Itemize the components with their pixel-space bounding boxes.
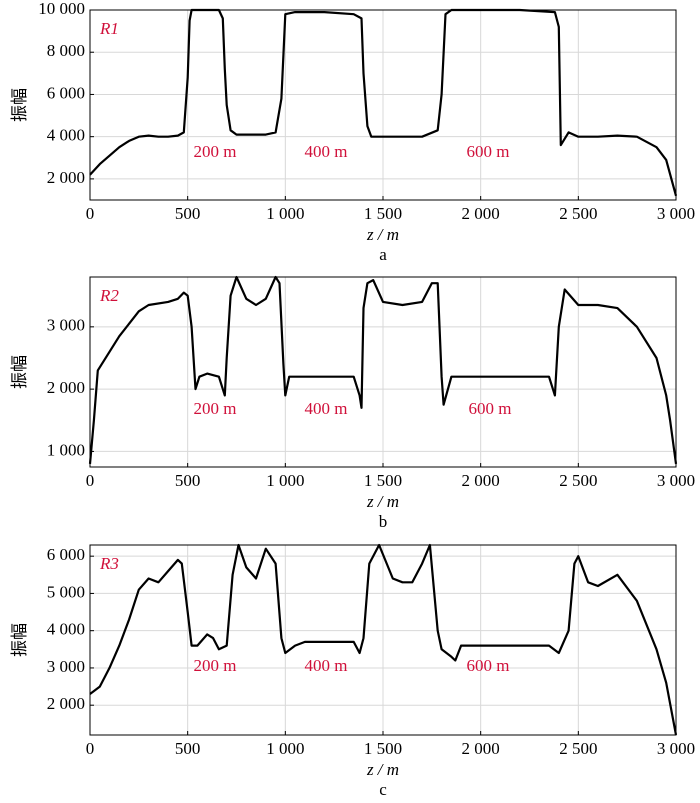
y-tick-label: 3 000 bbox=[47, 657, 85, 676]
series-label: R3 bbox=[99, 554, 119, 573]
plot-frame bbox=[89, 9, 677, 201]
x-axis-label: z / m bbox=[366, 492, 399, 511]
x-tick-label: 2 000 bbox=[462, 204, 500, 223]
x-tick-label: 2 000 bbox=[462, 471, 500, 490]
panel-caption: c bbox=[379, 780, 387, 799]
y-tick-label: 5 000 bbox=[47, 582, 85, 601]
y-tick-label: 1 000 bbox=[47, 440, 85, 459]
x-tick-label: 1 000 bbox=[266, 204, 304, 223]
panel-caption: a bbox=[379, 245, 387, 264]
annotation: 600 m bbox=[467, 656, 510, 675]
y-axis-label: 振幅 bbox=[10, 623, 30, 657]
y-tick-label: 10 000 bbox=[38, 0, 85, 18]
y-axis-label: 振幅 bbox=[10, 355, 30, 389]
x-tick-label: 1 000 bbox=[266, 739, 304, 758]
y-tick-label: 4 000 bbox=[47, 620, 85, 639]
y-tick-label: 8 000 bbox=[47, 41, 85, 60]
annotation: 400 m bbox=[305, 399, 348, 418]
x-tick-label: 1 500 bbox=[364, 471, 402, 490]
annotation: 400 m bbox=[305, 656, 348, 675]
series-label: R1 bbox=[99, 19, 119, 38]
x-axis-label: z / m bbox=[366, 225, 399, 244]
x-tick-label: 1 000 bbox=[266, 471, 304, 490]
annotation: 200 m bbox=[194, 656, 237, 675]
data-line bbox=[89, 8, 678, 197]
x-tick-label: 0 bbox=[86, 471, 95, 490]
x-tick-label: 3 000 bbox=[657, 739, 695, 758]
x-tick-label: 1 500 bbox=[364, 204, 402, 223]
data-line bbox=[88, 275, 678, 465]
x-tick-label: 2 000 bbox=[462, 739, 500, 758]
x-tick-label: 0 bbox=[86, 204, 95, 223]
annotation: 200 m bbox=[194, 142, 237, 161]
x-tick-label: 3 000 bbox=[657, 204, 695, 223]
y-axis-label: 振幅 bbox=[10, 88, 30, 122]
x-tick-label: 2 500 bbox=[559, 204, 597, 223]
annotation: 200 m bbox=[194, 399, 237, 418]
x-tick-label: 500 bbox=[175, 471, 201, 490]
x-tick-label: 0 bbox=[86, 739, 95, 758]
x-tick-label: 2 500 bbox=[559, 739, 597, 758]
annotation: 600 m bbox=[467, 142, 510, 161]
plot-frame bbox=[89, 544, 677, 736]
x-tick-label: 500 bbox=[175, 204, 201, 223]
x-axis-label: z / m bbox=[366, 760, 399, 779]
x-tick-label: 500 bbox=[175, 739, 201, 758]
plot-frame bbox=[89, 276, 677, 468]
annotation: 600 m bbox=[469, 399, 512, 418]
data-line bbox=[89, 543, 678, 736]
y-tick-label: 6 000 bbox=[47, 545, 85, 564]
x-tick-label: 3 000 bbox=[657, 471, 695, 490]
x-tick-label: 1 500 bbox=[364, 739, 402, 758]
y-tick-label: 2 000 bbox=[47, 168, 85, 187]
y-tick-label: 3 000 bbox=[47, 316, 85, 335]
panel-caption: b bbox=[379, 512, 388, 531]
y-tick-label: 2 000 bbox=[47, 694, 85, 713]
y-tick-label: 6 000 bbox=[47, 83, 85, 102]
y-tick-label: 2 000 bbox=[47, 378, 85, 397]
series-label: R2 bbox=[99, 286, 119, 305]
x-tick-label: 2 500 bbox=[559, 471, 597, 490]
y-tick-label: 4 000 bbox=[47, 126, 85, 145]
annotation: 400 m bbox=[305, 142, 348, 161]
